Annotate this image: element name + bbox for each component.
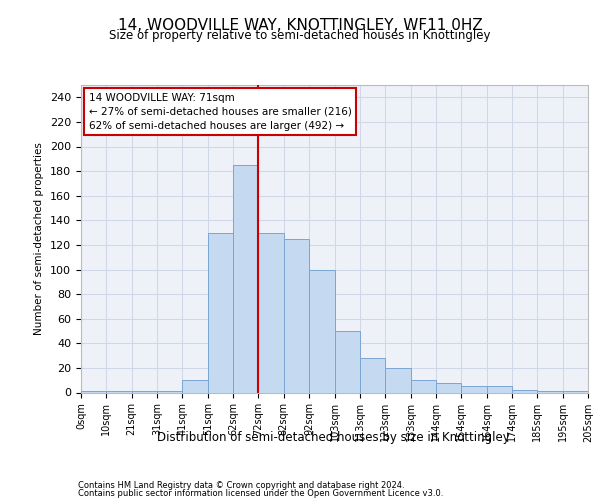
- Bar: [335, 331, 360, 392]
- Text: Contains HM Land Registry data © Crown copyright and database right 2024.: Contains HM Land Registry data © Crown c…: [78, 480, 404, 490]
- Bar: [385, 368, 410, 392]
- Bar: [284, 239, 309, 392]
- Text: Contains public sector information licensed under the Open Government Licence v3: Contains public sector information licen…: [78, 489, 443, 498]
- Text: 14 WOODVILLE WAY: 71sqm
← 27% of semi-detached houses are smaller (216)
62% of s: 14 WOODVILLE WAY: 71sqm ← 27% of semi-de…: [89, 92, 352, 130]
- Bar: [436, 382, 461, 392]
- Bar: [259, 232, 284, 392]
- Text: Size of property relative to semi-detached houses in Knottingley: Size of property relative to semi-detach…: [109, 29, 491, 42]
- Text: 14, WOODVILLE WAY, KNOTTINGLEY, WF11 0HZ: 14, WOODVILLE WAY, KNOTTINGLEY, WF11 0HZ: [118, 18, 482, 32]
- Y-axis label: Number of semi-detached properties: Number of semi-detached properties: [34, 142, 44, 335]
- Bar: [461, 386, 487, 392]
- Bar: [410, 380, 436, 392]
- Bar: [309, 270, 335, 392]
- Bar: [360, 358, 385, 392]
- Bar: [512, 390, 538, 392]
- Bar: [182, 380, 208, 392]
- Text: Distribution of semi-detached houses by size in Knottingley: Distribution of semi-detached houses by …: [157, 431, 509, 444]
- Bar: [487, 386, 512, 392]
- Bar: [233, 165, 259, 392]
- Bar: [208, 232, 233, 392]
